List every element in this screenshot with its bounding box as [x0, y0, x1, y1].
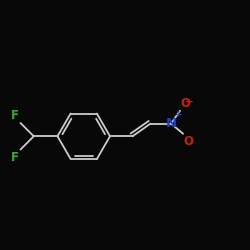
Text: O: O	[181, 97, 191, 110]
Text: F: F	[10, 150, 18, 164]
Text: N: N	[166, 117, 176, 130]
Text: F: F	[10, 109, 18, 122]
Text: O: O	[184, 134, 194, 147]
Text: −: −	[184, 97, 193, 107]
Text: +: +	[175, 110, 183, 120]
